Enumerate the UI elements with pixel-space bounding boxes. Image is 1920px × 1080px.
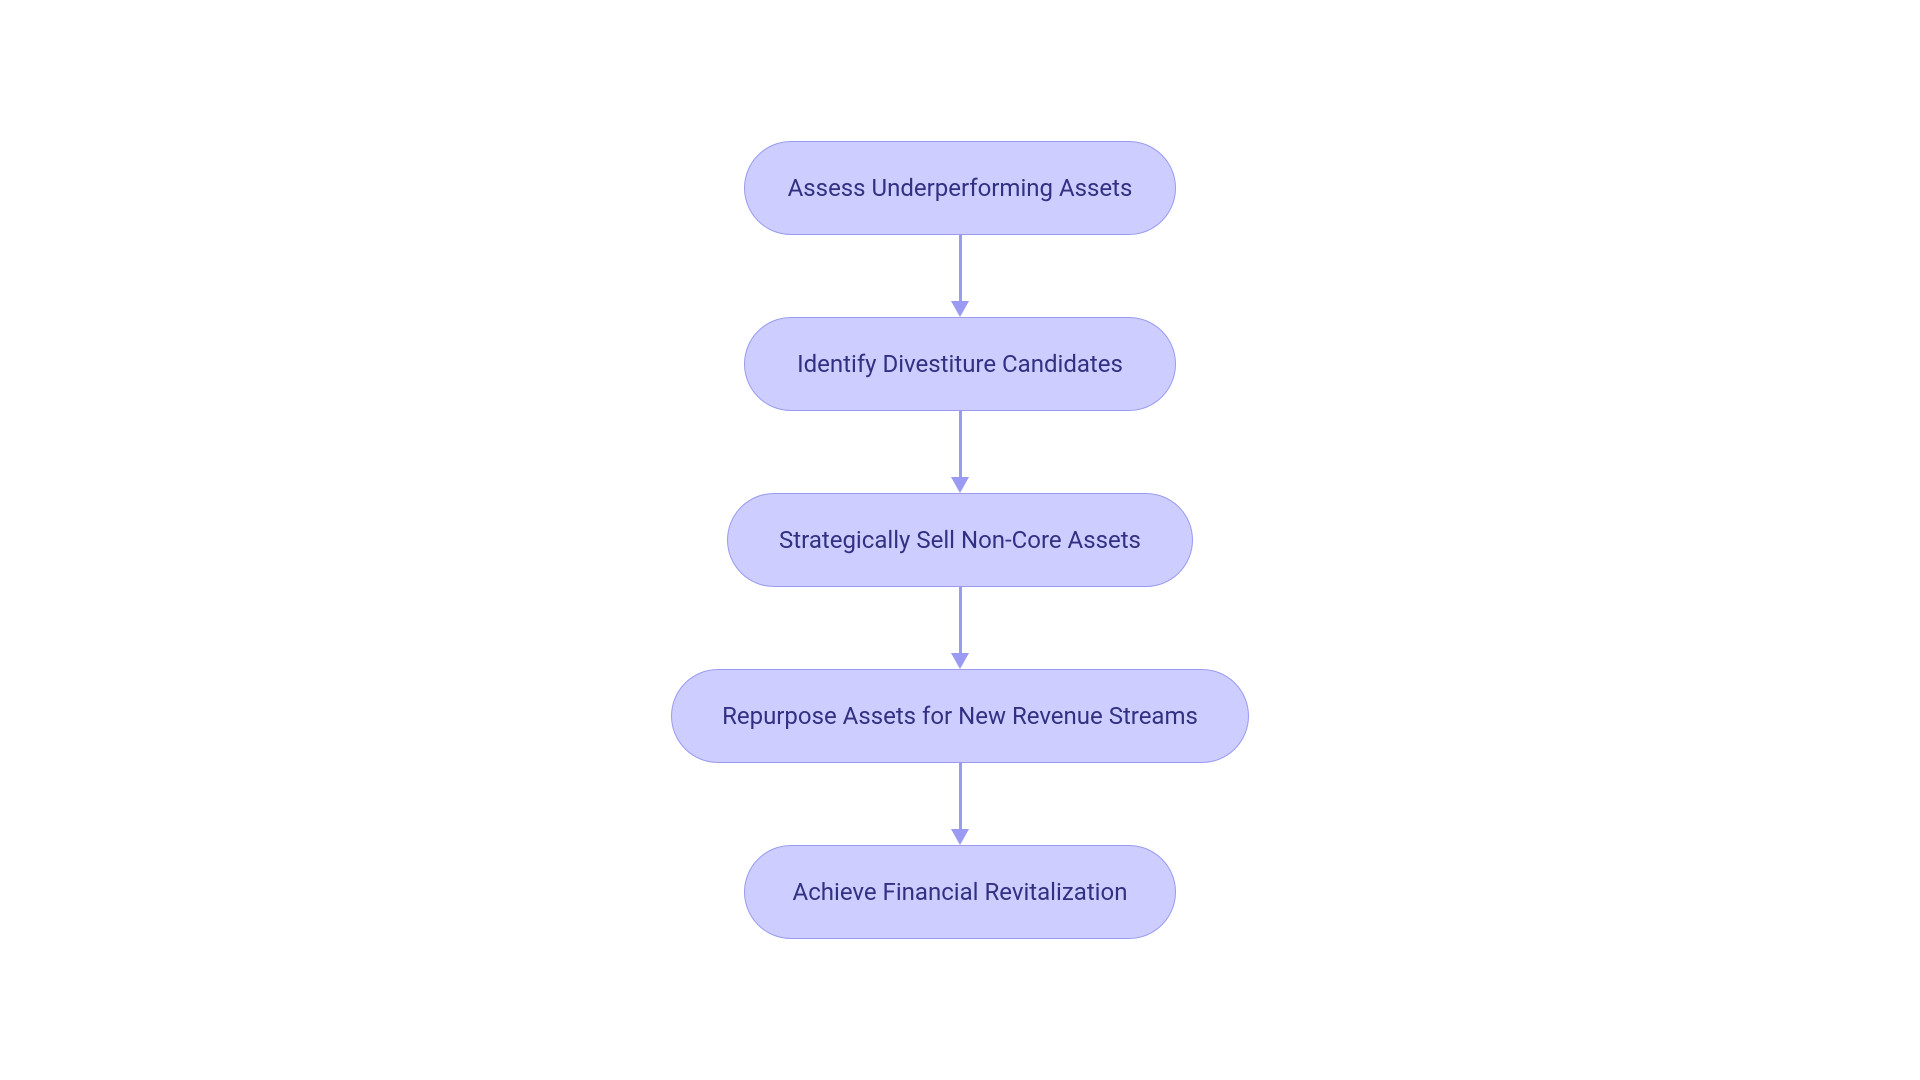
arrow-line [959, 235, 962, 301]
flowchart-arrow [951, 235, 969, 317]
arrow-line [959, 763, 962, 829]
flowchart-node-n5: Achieve Financial Revitalization [744, 845, 1176, 939]
flowchart-node-label: Repurpose Assets for New Revenue Streams [722, 702, 1198, 730]
flowchart-node-label: Assess Underperforming Assets [788, 174, 1133, 202]
flowchart-node-label: Strategically Sell Non-Core Assets [779, 526, 1141, 554]
flowchart-node-n1: Assess Underperforming Assets [744, 141, 1176, 235]
flowchart-node-label: Identify Divestiture Candidates [797, 350, 1123, 378]
flowchart-node-label: Achieve Financial Revitalization [793, 878, 1128, 906]
flowchart-arrow [951, 587, 969, 669]
arrow-head-icon [951, 653, 969, 669]
flowchart-node-n4: Repurpose Assets for New Revenue Streams [671, 669, 1249, 763]
arrow-line [959, 411, 962, 477]
arrow-head-icon [951, 477, 969, 493]
flowchart-container: Assess Underperforming Assets Identify Di… [671, 141, 1249, 939]
flowchart-node-n3: Strategically Sell Non-Core Assets [727, 493, 1193, 587]
arrow-head-icon [951, 301, 969, 317]
arrow-line [959, 587, 962, 653]
flowchart-arrow [951, 763, 969, 845]
arrow-head-icon [951, 829, 969, 845]
flowchart-node-n2: Identify Divestiture Candidates [744, 317, 1176, 411]
flowchart-arrow [951, 411, 969, 493]
